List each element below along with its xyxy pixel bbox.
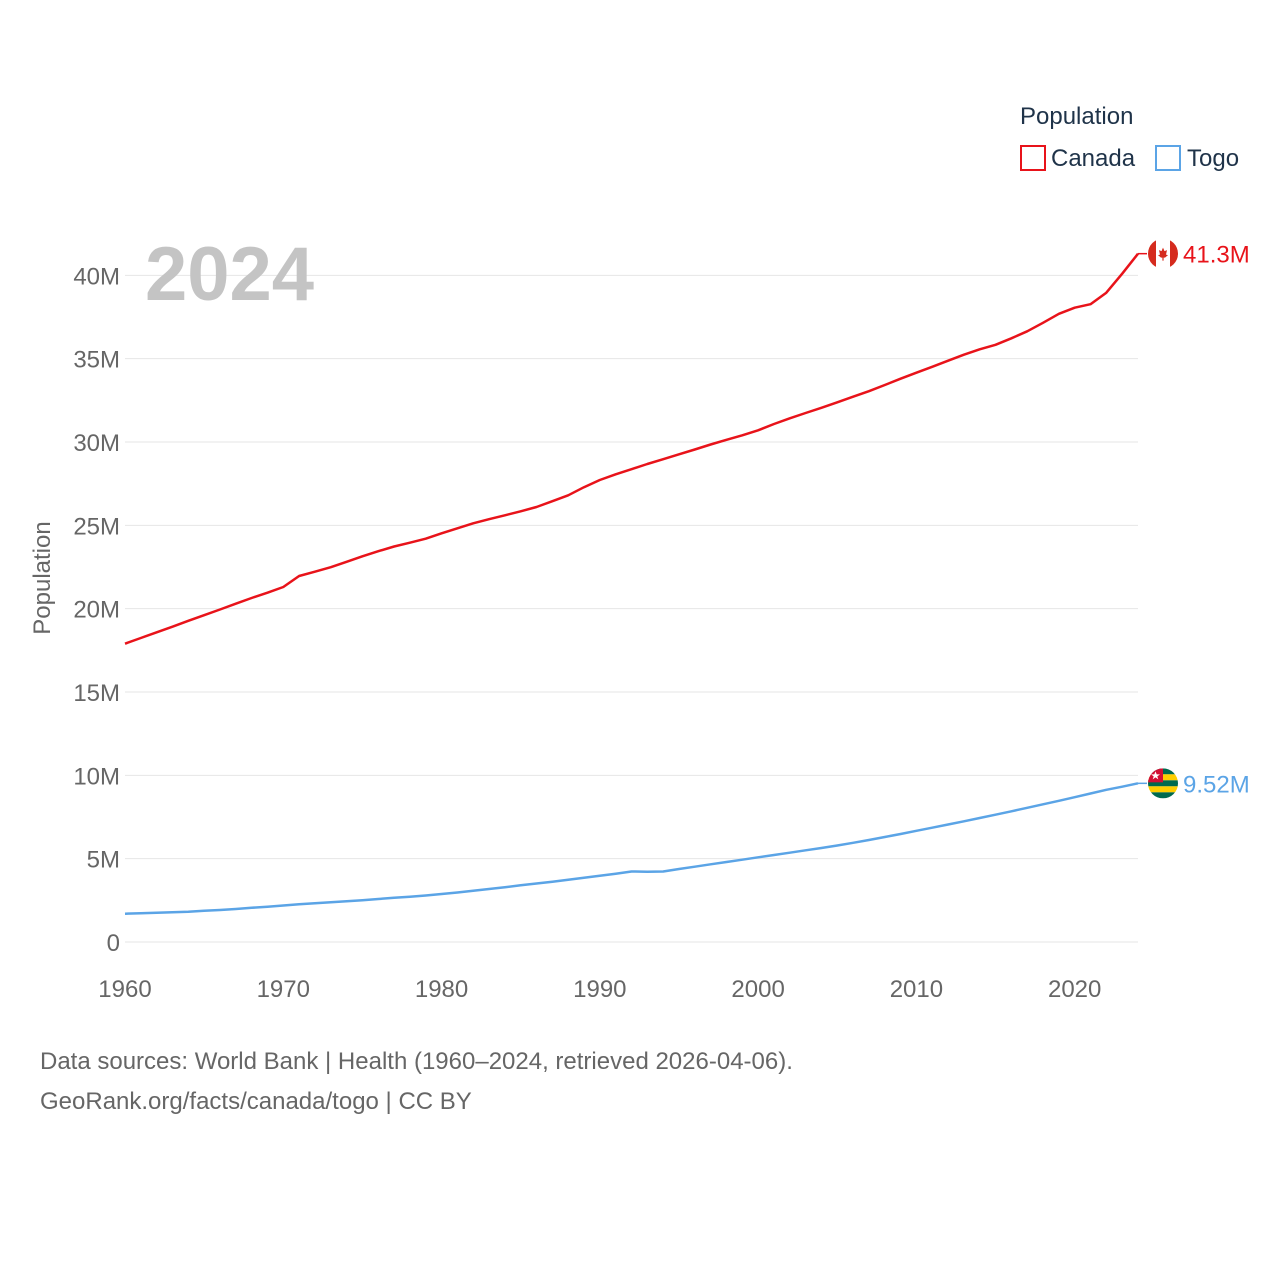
data-sources-text: Data sources: World Bank | Health (1960–… [40, 1048, 793, 1075]
legend-swatch-canada [1020, 145, 1046, 171]
series-line-canada [124, 252, 1139, 645]
y-tick-label: 0 [107, 930, 120, 957]
series-line-togo [124, 782, 1139, 915]
legend-title: Population [1020, 103, 1133, 130]
y-tick-label: 30M [73, 430, 120, 457]
series-lines [124, 252, 1139, 915]
gridlines [125, 274, 1138, 943]
x-axis-ticks: 1960 1970 1980 1990 2000 2010 2020 [98, 976, 1101, 1003]
y-tick-label: 10M [73, 763, 120, 790]
x-tick-label: 1980 [415, 976, 468, 1003]
year-watermark: 2024 [145, 232, 314, 317]
x-tick-label: 1970 [257, 976, 310, 1003]
x-tick-label: 2010 [890, 976, 943, 1003]
legend-label-togo: Togo [1187, 145, 1239, 172]
y-tick-label: 25M [73, 513, 120, 540]
x-tick-label: 1990 [573, 976, 626, 1003]
y-tick-label: 15M [73, 680, 120, 707]
x-tick-label: 1960 [98, 976, 151, 1003]
footer: Data sources: World Bank | Health (1960–… [40, 1042, 793, 1122]
y-tick-label: 35M [73, 347, 120, 374]
legend-label-canada: Canada [1051, 145, 1136, 172]
legend-item-canada[interactable]: Canada [1020, 145, 1136, 172]
y-tick-label: 5M [87, 847, 120, 874]
y-tick-label: 40M [73, 263, 120, 290]
y-tick-label: 20M [73, 597, 120, 624]
source-link[interactable]: GeoRank.org/facts/canada/togo | CC BY [40, 1088, 472, 1115]
x-tick-label: 2000 [731, 976, 784, 1003]
legend-item-togo[interactable]: Togo [1155, 145, 1239, 172]
togo-end-label: 9.52M [1183, 771, 1250, 798]
y-axis-ticks: 0 5M 10M 15M 20M 25M 30M 35M 40M [73, 263, 120, 957]
canada-flag-icon [1148, 238, 1178, 269]
canada-end-marker: 41.3M [1138, 238, 1250, 269]
togo-flag-icon [1148, 768, 1178, 799]
legend-swatch-togo [1155, 145, 1181, 171]
y-axis-label: Population [29, 521, 56, 634]
canada-end-label: 41.3M [1183, 242, 1250, 269]
x-tick-label: 2020 [1048, 976, 1101, 1003]
togo-end-marker: 9.52M [1138, 768, 1250, 799]
legend: Population Canada Togo [1020, 103, 1239, 172]
